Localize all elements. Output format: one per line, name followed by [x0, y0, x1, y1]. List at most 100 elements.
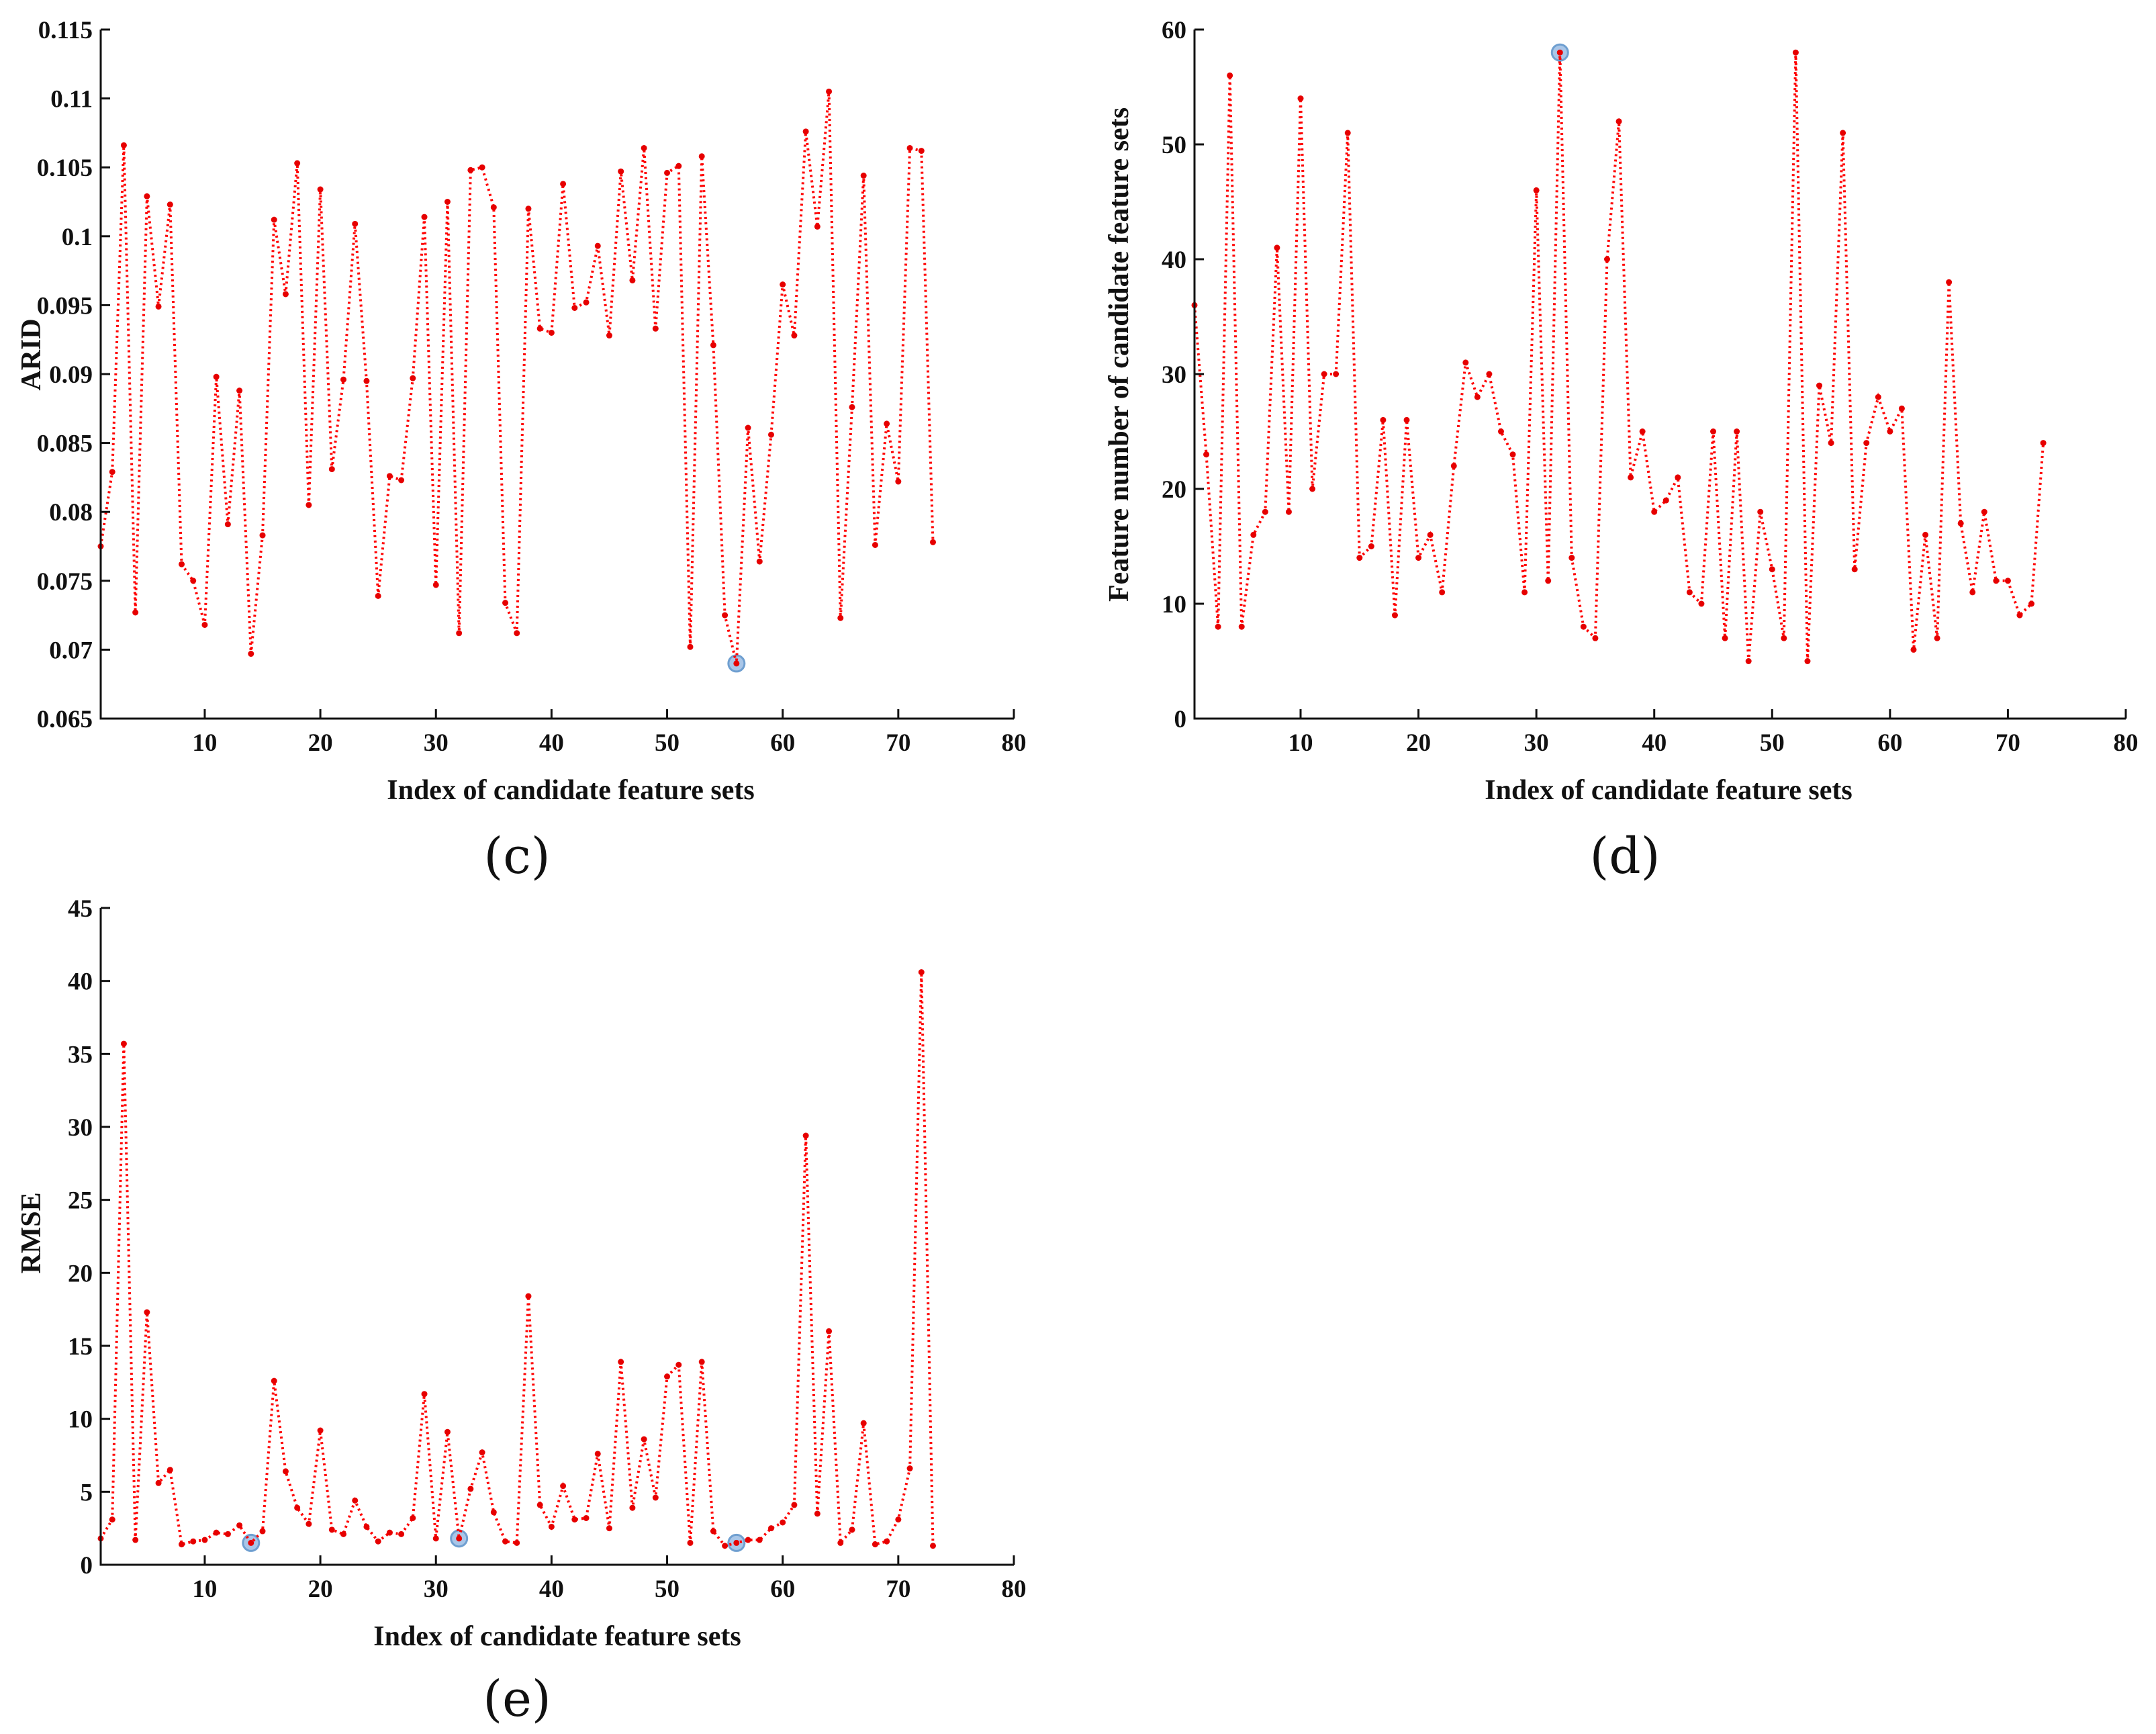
data-point — [306, 1520, 312, 1527]
data-point — [456, 1535, 463, 1542]
data-point — [1745, 658, 1752, 664]
x-axis-title: Index of candidate feature sets — [1485, 775, 1853, 806]
data-point — [167, 201, 173, 208]
data-point — [629, 1504, 636, 1511]
data-point — [2040, 440, 2047, 447]
data-point — [236, 387, 243, 394]
data-point — [201, 1537, 208, 1543]
data-point — [1274, 244, 1280, 251]
data-point — [1816, 382, 1823, 389]
data-point — [190, 1538, 197, 1545]
data-point — [386, 473, 393, 480]
data-point — [352, 1497, 359, 1504]
data-point — [1486, 371, 1493, 377]
data-point — [641, 144, 647, 151]
data-point — [872, 541, 878, 548]
data-point — [548, 329, 555, 336]
data-point — [514, 630, 520, 637]
data-point — [167, 1467, 173, 1473]
data-point — [652, 1494, 659, 1501]
data-point — [780, 281, 786, 288]
data-point — [756, 558, 763, 565]
x-tick-label: 10 — [192, 1576, 217, 1603]
data-point — [259, 532, 266, 539]
data-point — [398, 1531, 405, 1537]
data-point — [675, 163, 682, 169]
data-point — [201, 621, 208, 628]
y-tick-label: 10 — [68, 1406, 93, 1434]
data-point — [802, 1132, 809, 1139]
data-point — [248, 1539, 254, 1546]
data-point — [317, 186, 324, 193]
data-point — [1603, 256, 1610, 263]
data-point — [294, 160, 301, 167]
data-point — [664, 1373, 671, 1380]
data-point — [352, 220, 359, 227]
y-tick-label: 0.08 — [49, 499, 93, 527]
data-point — [120, 1040, 127, 1047]
y-tick-label: 50 — [1162, 132, 1186, 159]
data-point — [652, 325, 659, 332]
data-point — [479, 1449, 485, 1456]
data-point — [906, 1465, 913, 1472]
data-point — [1910, 646, 1917, 653]
data-point — [1427, 531, 1434, 538]
data-point — [306, 502, 312, 508]
data-point — [826, 88, 833, 95]
data-point — [895, 478, 902, 485]
data-point — [1828, 440, 1834, 447]
data-point — [155, 303, 162, 310]
y-tick-label: 0 — [1174, 706, 1187, 733]
x-axis-title: Index of candidate feature sets — [387, 775, 755, 806]
data-point — [456, 630, 463, 637]
data-point — [1592, 635, 1599, 641]
data-point — [560, 1483, 567, 1490]
data-point — [432, 582, 439, 588]
data-point — [132, 609, 139, 616]
data-point — [375, 1538, 381, 1545]
data-point — [1309, 486, 1316, 492]
y-tick-label: 10 — [1162, 591, 1186, 619]
data-point — [814, 1510, 821, 1517]
x-tick-label: 80 — [1002, 1576, 1027, 1603]
y-tick-label: 5 — [81, 1479, 93, 1506]
data-point — [767, 431, 774, 438]
data-point — [929, 1543, 936, 1549]
y-tick-label: 0.095 — [37, 292, 93, 320]
data-point — [733, 660, 740, 667]
data-point — [1769, 566, 1775, 573]
data-point — [745, 1537, 751, 1543]
data-point — [1533, 187, 1540, 193]
data-point — [698, 1359, 705, 1365]
data-point — [791, 1502, 798, 1508]
data-point — [536, 1502, 543, 1508]
data-point — [1922, 531, 1929, 538]
x-tick-label: 40 — [1642, 729, 1667, 757]
data-point — [1757, 508, 1764, 515]
data-point — [375, 592, 381, 599]
y-tick-label: 0.115 — [38, 17, 93, 44]
data-point — [144, 1309, 150, 1316]
data-point — [571, 1516, 578, 1523]
x-tick-label: 50 — [1760, 729, 1785, 757]
data-point — [710, 1528, 716, 1535]
y-tick-label: 40 — [68, 968, 93, 996]
y-tick-label: 60 — [1162, 17, 1186, 44]
y-tick-label: 30 — [1162, 361, 1186, 389]
data-point — [1474, 394, 1481, 400]
data-point — [398, 477, 405, 484]
data-point — [421, 1391, 428, 1398]
data-point — [1628, 474, 1634, 481]
panel-label: (c) — [483, 827, 550, 885]
data-point — [1545, 578, 1552, 584]
data-point — [109, 1516, 115, 1523]
data-point — [1710, 428, 1717, 435]
data-point — [502, 600, 509, 606]
data-point — [1238, 623, 1245, 630]
data-point — [1686, 589, 1693, 596]
data-point — [767, 1525, 774, 1532]
data-point — [687, 1539, 694, 1546]
data-point — [282, 291, 289, 298]
data-point — [884, 420, 890, 427]
